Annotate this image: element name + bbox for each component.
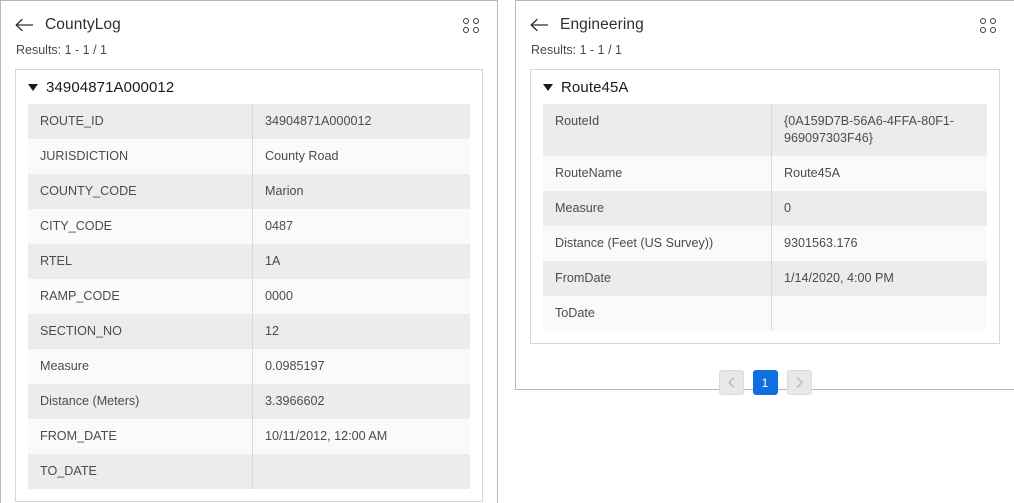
table-row: ToDate [543, 296, 987, 331]
table-row: Measure 0.0985197 [28, 349, 470, 384]
panel-header: Engineering Results: 1 - 1 / 1 [516, 1, 1014, 57]
attribute-key: Distance (Meters) [28, 384, 253, 419]
table-row: RouteId {0A159D7B-56A6-4FFA-80F1-9690973… [543, 104, 987, 156]
table-row: ROUTE_ID 34904871A000012 [28, 104, 470, 139]
attribute-key: RTEL [28, 244, 253, 279]
table-row: FromDate 1/14/2020, 4:00 PM [543, 261, 987, 296]
panel-header-row: Engineering [530, 14, 1000, 36]
back-arrow-icon[interactable] [530, 15, 552, 35]
panel-header: CountyLog Results: 1 - 1 / 1 [1, 1, 497, 57]
attribute-key: Measure [543, 191, 772, 226]
feature-title: Route45A [561, 79, 629, 96]
table-row: TO_DATE [28, 454, 470, 489]
attribute-value: {0A159D7B-56A6-4FFA-80F1-969097303F46} [771, 104, 987, 156]
attribute-key: ROUTE_ID [28, 104, 253, 139]
attribute-value: 0.0985197 [252, 349, 470, 384]
grid-dots-icon[interactable] [461, 15, 483, 35]
attribute-value: Route45A [771, 156, 987, 191]
attribute-value: 9301563.176 [771, 226, 987, 261]
page-title: Engineering [560, 16, 644, 33]
pagination-prev-button[interactable] [718, 370, 744, 395]
attribute-value: Marion [252, 174, 470, 209]
attribute-value: 0487 [252, 209, 470, 244]
attribute-key: Distance (Feet (US Survey)) [543, 226, 772, 261]
table-row: Distance (Meters) 3.3966602 [28, 384, 470, 419]
table-row: RTEL 1A [28, 244, 470, 279]
back-arrow-icon[interactable] [15, 15, 37, 35]
table-row: COUNTY_CODE Marion [28, 174, 470, 209]
attribute-key: RAMP_CODE [28, 279, 253, 314]
attribute-value: County Road [252, 139, 470, 174]
table-row: Distance (Feet (US Survey)) 9301563.176 [543, 226, 987, 261]
popup-panel-engineering: Engineering Results: 1 - 1 / 1 Route45A … [515, 0, 1014, 395]
results-count: Results: 1 - 1 / 1 [531, 43, 623, 57]
attribute-key: RouteId [543, 104, 772, 156]
attribute-value [252, 454, 470, 489]
caret-down-icon[interactable] [543, 84, 553, 91]
attribute-table: ROUTE_ID 34904871A000012 JURISDICTION Co… [28, 104, 470, 489]
attribute-key: COUNTY_CODE [28, 174, 253, 209]
attribute-key: TO_DATE [28, 454, 253, 489]
attribute-value [771, 296, 987, 331]
feature-title: 34904871A000012 [46, 79, 175, 96]
attribute-key: SECTION_NO [28, 314, 253, 349]
page-title: CountyLog [45, 16, 121, 33]
attribute-value: 0 [771, 191, 987, 226]
attribute-value: 3.3966602 [252, 384, 470, 419]
attribute-table-body: RouteId {0A159D7B-56A6-4FFA-80F1-9690973… [543, 104, 987, 331]
pagination-page-1-button[interactable]: 1 [752, 370, 778, 395]
attribute-value: 10/11/2012, 12:00 AM [252, 419, 470, 454]
pagination-next-button[interactable] [786, 370, 812, 395]
table-row: RouteName Route45A [543, 156, 987, 191]
table-row: SECTION_NO 12 [28, 314, 470, 349]
table-row: Measure 0 [543, 191, 987, 226]
attribute-value: 0000 [252, 279, 470, 314]
attribute-value: 34904871A000012 [252, 104, 470, 139]
panel-header-row: CountyLog [15, 14, 483, 36]
attribute-key: CITY_CODE [28, 209, 253, 244]
pagination-page-label: 1 [761, 375, 769, 390]
attribute-table: RouteId {0A159D7B-56A6-4FFA-80F1-9690973… [543, 104, 987, 331]
feature-card: Route45A RouteId {0A159D7B-56A6-4FFA-80F… [530, 69, 1000, 344]
attribute-key: Measure [28, 349, 253, 384]
table-row: RAMP_CODE 0000 [28, 279, 470, 314]
feature-title-row[interactable]: 34904871A000012 [16, 70, 482, 104]
pagination: 1 [516, 370, 1014, 395]
attribute-key: RouteName [543, 156, 772, 191]
attribute-table-body: ROUTE_ID 34904871A000012 JURISDICTION Co… [28, 104, 470, 489]
attribute-value: 1/14/2020, 4:00 PM [771, 261, 987, 296]
attribute-key: ToDate [543, 296, 772, 331]
table-row: FROM_DATE 10/11/2012, 12:00 AM [28, 419, 470, 454]
caret-down-icon[interactable] [28, 84, 38, 91]
attribute-key: JURISDICTION [28, 139, 253, 174]
attribute-key: FROM_DATE [28, 419, 253, 454]
table-row: CITY_CODE 0487 [28, 209, 470, 244]
attribute-key: FromDate [543, 261, 772, 296]
attribute-value: 1A [252, 244, 470, 279]
results-count: Results: 1 - 1 / 1 [16, 43, 108, 57]
popup-panel-countylog: CountyLog Results: 1 - 1 / 1 34904871A00… [0, 0, 498, 503]
attribute-value: 12 [252, 314, 470, 349]
table-row: JURISDICTION County Road [28, 139, 470, 174]
feature-card: 34904871A000012 ROUTE_ID 34904871A000012… [15, 69, 483, 502]
grid-dots-icon[interactable] [978, 15, 1000, 35]
feature-title-row[interactable]: Route45A [531, 70, 999, 104]
